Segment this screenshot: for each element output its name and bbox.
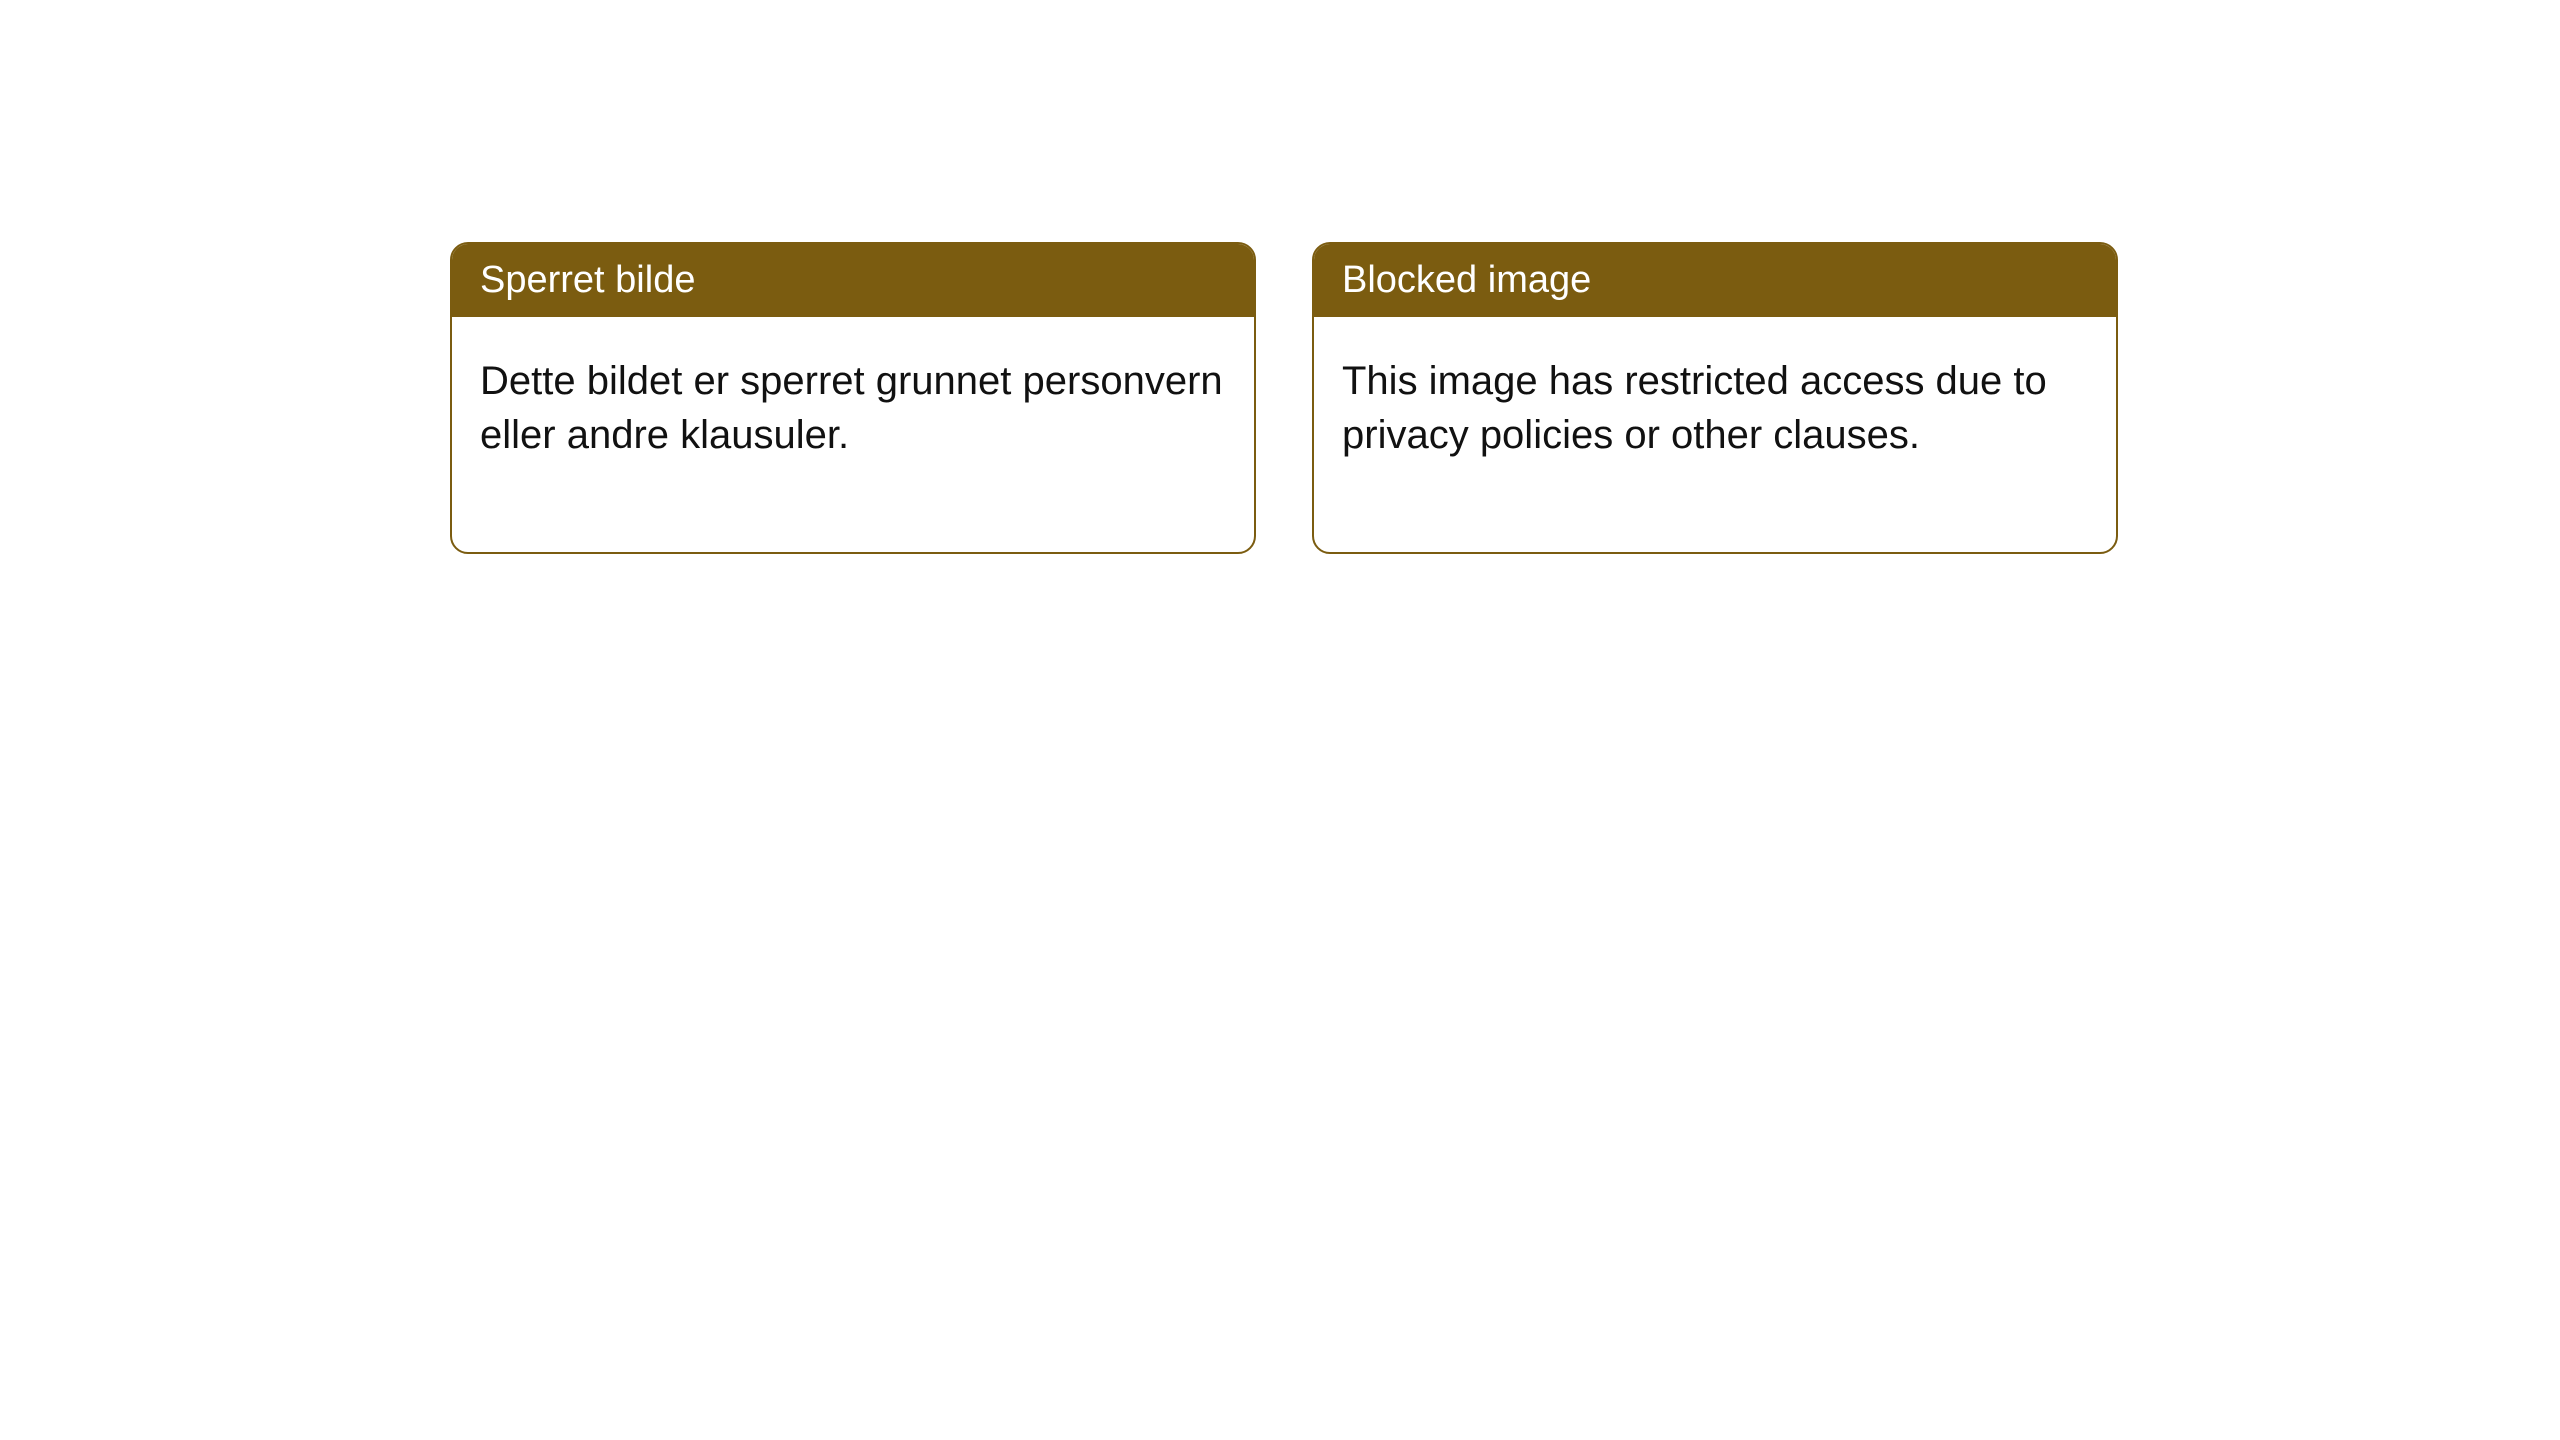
card-header: Blocked image [1314, 244, 2116, 317]
card-header: Sperret bilde [452, 244, 1254, 317]
card-text: This image has restricted access due to … [1342, 355, 2088, 461]
card-body: This image has restricted access due to … [1314, 317, 2116, 551]
blocked-image-card-en: Blocked image This image has restricted … [1312, 242, 2118, 554]
card-title: Blocked image [1342, 259, 1591, 301]
blocked-image-card-no: Sperret bilde Dette bildet er sperret gr… [450, 242, 1256, 554]
card-container: Sperret bilde Dette bildet er sperret gr… [0, 0, 2560, 554]
card-text: Dette bildet er sperret grunnet personve… [480, 355, 1226, 461]
card-title: Sperret bilde [480, 259, 695, 301]
card-body: Dette bildet er sperret grunnet personve… [452, 317, 1254, 551]
